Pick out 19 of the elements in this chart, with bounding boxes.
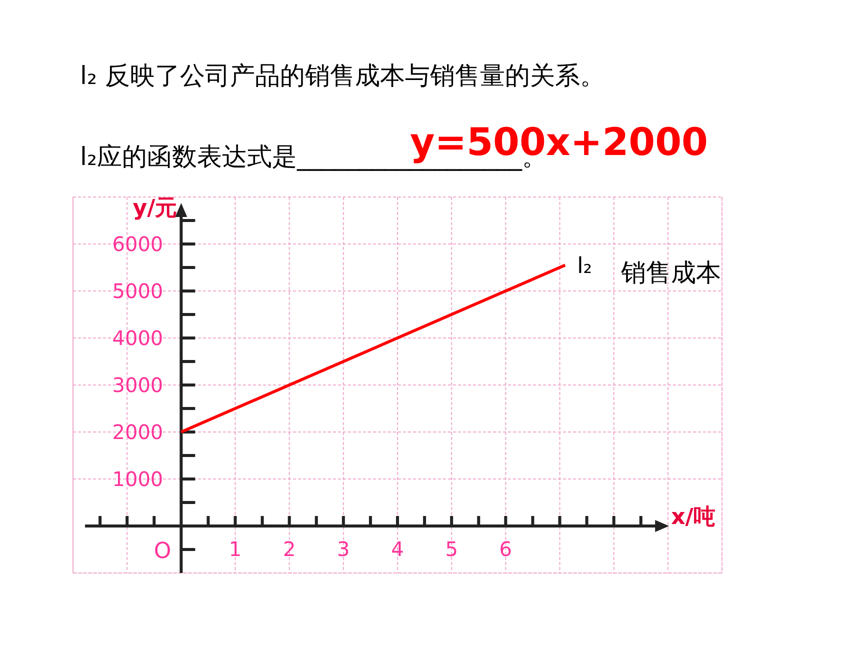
chart-title: l₂ 反映了公司产品的销售成本与销售量的关系。 [80,61,605,90]
y-tick-label: 3000 [112,373,164,397]
x-tick-label: 2 [282,537,296,561]
y-tick-label: 5000 [112,279,164,303]
annotation: O [154,539,172,564]
y-tick-label: 6000 [112,232,164,256]
x-tick-label: 1 [228,537,242,561]
series-label: l₂ [577,254,592,280]
y-tick-label: 2000 [112,420,164,444]
x-tick-label: 3 [337,537,350,561]
y-tick-label: 1000 [112,467,164,491]
x-tick-label: 6 [499,537,512,561]
y-tick-label: 4000 [112,326,164,350]
annotation: 销售成本 [620,258,722,288]
x-axis-title: x/吨 [671,505,716,530]
text: y=500x+2000 [410,120,708,164]
x-tick-label: 5 [445,537,458,561]
x-tick-label: 4 [391,537,404,561]
y-axis-title: y/元 [132,196,178,221]
